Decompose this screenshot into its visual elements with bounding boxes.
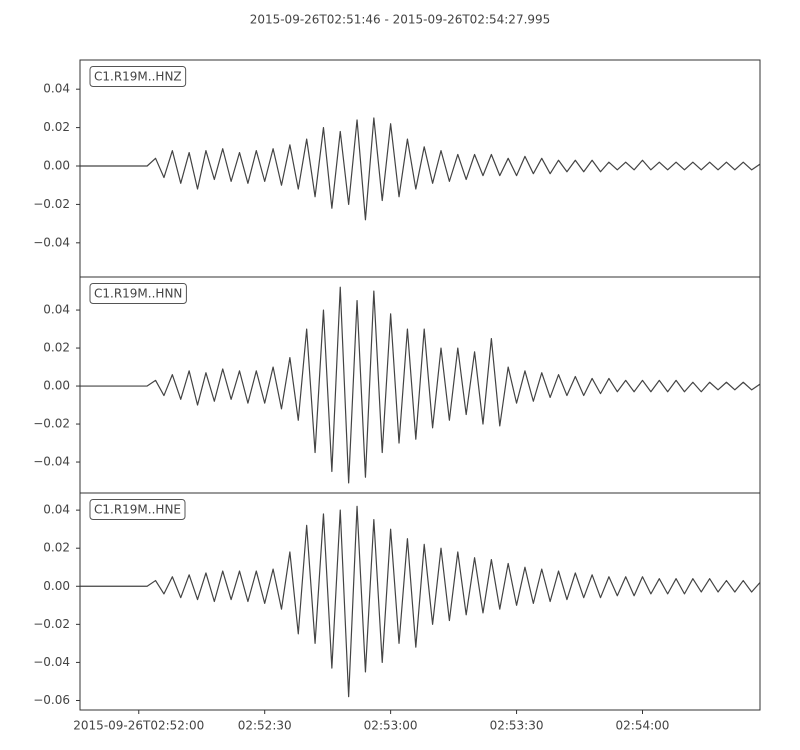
y-tick-label: 0.02 [43, 341, 70, 355]
y-tick-label: 0.00 [43, 579, 70, 593]
y-tick-label: 0.00 [43, 379, 70, 393]
y-tick-label: 0.02 [43, 120, 70, 134]
y-tick-label: −0.02 [33, 197, 70, 211]
trace-label: C1.R19M..HNZ [94, 70, 182, 84]
trace [80, 286, 761, 484]
trace-label-box [89, 499, 186, 520]
x-tick-label: 2015-09-26T02:52:00 [73, 719, 204, 733]
y-tick-label: −0.02 [33, 417, 70, 431]
x-tick-label: 02:54:00 [616, 719, 670, 733]
y-tick-label: 0.04 [43, 303, 70, 317]
trace-label-box [89, 66, 187, 87]
y-tick-label: 0.02 [43, 541, 70, 555]
chart-title: 2015-09-26T02:51:46 - 2015-09-26T02:54:2… [250, 13, 551, 27]
y-tick-label: −0.02 [33, 617, 70, 631]
panel-frame [79, 492, 761, 711]
trace-label: C1.R19M..HNE [94, 503, 181, 517]
trace [80, 505, 761, 698]
y-tick-label: −0.06 [33, 693, 70, 707]
x-tick-label: 02:53:00 [364, 719, 418, 733]
trace [80, 117, 761, 221]
y-tick-label: 0.04 [43, 503, 70, 517]
y-tick-label: −0.04 [33, 655, 70, 669]
trace-label: C1.R19M..HNN [94, 287, 182, 301]
y-tick-label: 0.00 [43, 159, 70, 173]
y-tick-label: −0.04 [33, 235, 70, 249]
y-tick-label: −0.04 [33, 455, 70, 469]
x-tick-label: 02:53:30 [490, 719, 544, 733]
y-tick-label: 0.04 [43, 82, 70, 96]
trace-label-box [89, 283, 187, 304]
x-tick-label: 02:52:30 [238, 719, 292, 733]
